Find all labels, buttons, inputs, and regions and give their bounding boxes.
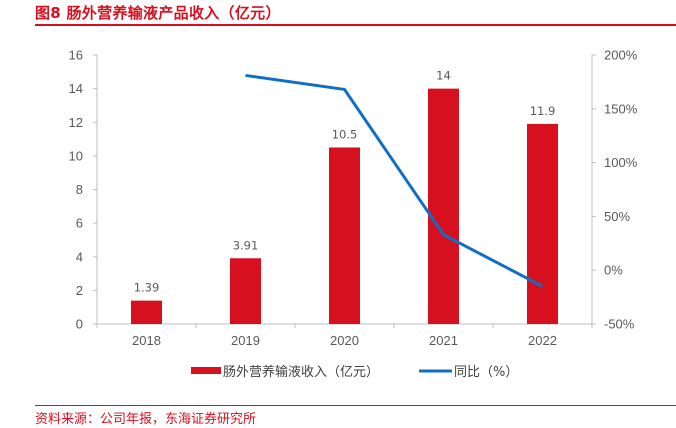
x-axis-tick-label: 2019 xyxy=(231,333,260,348)
right-axis-tick-label: 200% xyxy=(604,48,638,63)
left-axis-tick-label: 10 xyxy=(69,148,83,163)
left-axis-tick-label: 6 xyxy=(76,216,83,231)
data-labels: 1.39 3.91 10.5 14 11.9 xyxy=(134,69,556,295)
bar-data-label: 10.5 xyxy=(332,127,358,141)
left-axis-tick-label: 8 xyxy=(76,182,83,197)
right-axis-tick-label: 0% xyxy=(604,263,623,278)
figure-title: 图8 肠外营养输液产品收入（亿元） xyxy=(35,4,281,22)
growth-line xyxy=(245,73,544,288)
bar xyxy=(230,258,261,324)
bars xyxy=(131,88,558,325)
x-axis-tick-label: 2020 xyxy=(330,333,359,348)
left-axis-tick-label: 4 xyxy=(76,249,83,264)
bar xyxy=(329,147,360,324)
left-axis-tick-label: 2 xyxy=(76,283,83,298)
left-axis-tick-label: 14 xyxy=(69,81,83,96)
right-axis-tick-label: 150% xyxy=(604,101,638,116)
bar xyxy=(527,123,558,325)
bar-data-label: 14 xyxy=(436,69,451,83)
right-axis-tick-label: 100% xyxy=(604,155,638,170)
bar xyxy=(131,300,162,324)
x-axis-tick-label: 2021 xyxy=(429,333,458,348)
legend-label-bar: 肠外营养输液收入（亿元） xyxy=(223,364,379,380)
source-note: 资料来源：公司年报，东海证券研究所 xyxy=(35,412,257,427)
left-axis-tick-label: 12 xyxy=(69,115,83,130)
left-axis-tick-label: 16 xyxy=(69,48,83,63)
x-axis-tick-label: 2022 xyxy=(528,333,557,348)
bar-data-label: 3.91 xyxy=(233,238,259,252)
left-axis-tick-label: 0 xyxy=(76,317,83,332)
legend-swatch-bar xyxy=(191,367,221,374)
bar-data-label: 11.9 xyxy=(530,104,556,118)
x-axis-tick-label: 2018 xyxy=(132,333,161,348)
legend-label-line: 同比（%） xyxy=(454,365,518,380)
bar xyxy=(428,88,459,324)
bar-data-label: 1.39 xyxy=(134,281,160,295)
growth-line-path xyxy=(245,73,544,288)
legend: 肠外营养输液收入（亿元） 同比（%） xyxy=(191,364,518,380)
source-divider xyxy=(35,405,676,406)
right-axis-tick-label: -50% xyxy=(604,317,635,332)
chart: 0 2 4 6 8 10 12 14 16 -50% 0% 50% 100% 150% 200% 2018 20… xyxy=(69,48,638,381)
right-axis-tick-label: 50% xyxy=(604,209,630,224)
title-divider xyxy=(35,24,676,26)
